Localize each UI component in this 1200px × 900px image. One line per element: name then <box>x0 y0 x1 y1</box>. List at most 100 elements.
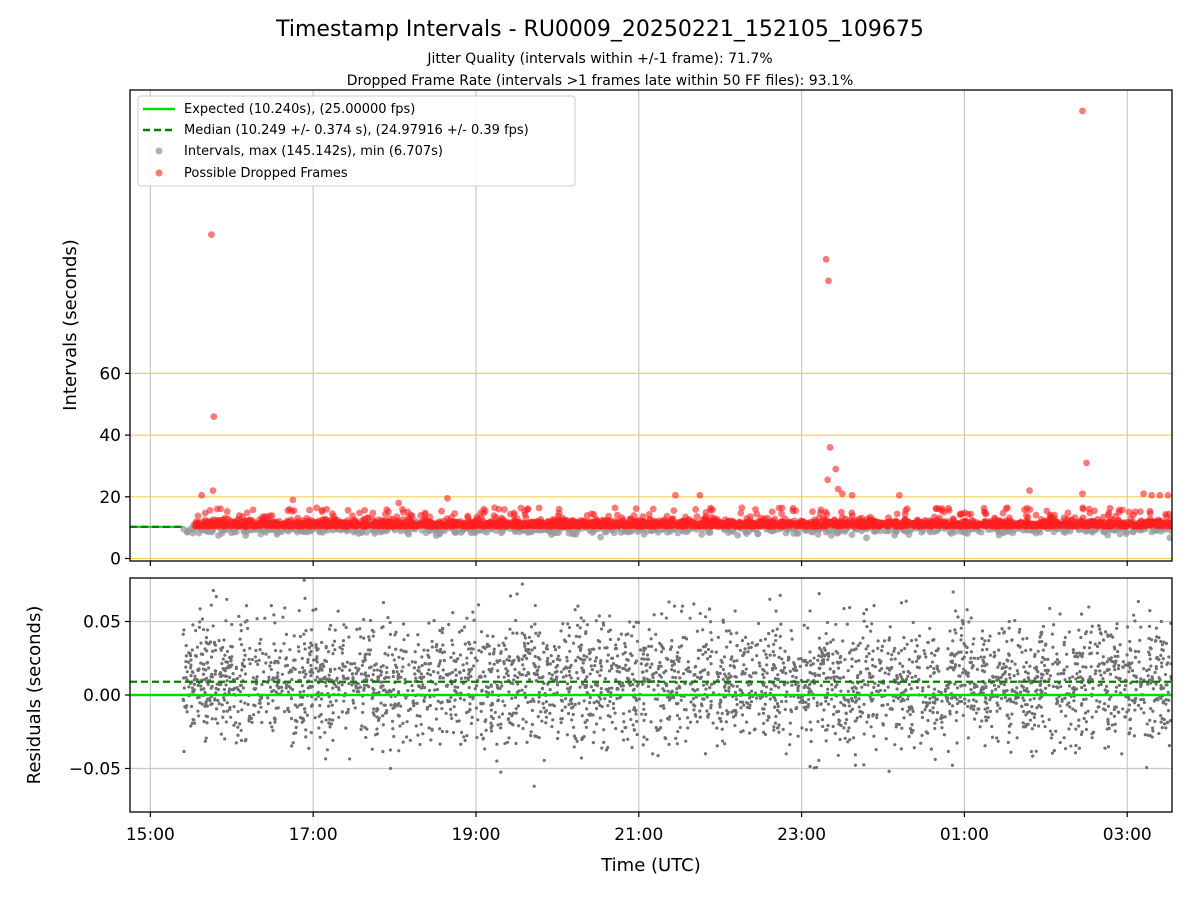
interval-point <box>892 528 900 536</box>
residual-point <box>585 707 589 711</box>
residual-point <box>599 664 604 668</box>
residual-point <box>513 695 518 699</box>
residual-point <box>734 697 739 701</box>
residual-point <box>1053 660 1058 664</box>
residual-point <box>1023 702 1028 707</box>
residual-point <box>201 667 206 671</box>
dropped-frame-point <box>1007 522 1014 529</box>
residual-point <box>371 711 375 715</box>
residual-point <box>866 683 870 687</box>
dropped-frame-point <box>772 522 779 530</box>
residual-point <box>594 707 599 711</box>
residual-point <box>211 588 215 593</box>
residual-point <box>909 639 914 643</box>
residual-point <box>360 663 364 668</box>
residual-point <box>605 659 609 663</box>
residual-point <box>474 706 478 710</box>
intervals-y-tick-label: 40 <box>99 426 121 446</box>
residual-point <box>209 703 213 707</box>
residual-point <box>1069 744 1073 748</box>
residual-point <box>1048 674 1053 678</box>
residual-point <box>890 653 894 657</box>
dropped-frame-point <box>726 520 734 528</box>
residual-point <box>664 616 669 620</box>
residual-point <box>497 643 501 648</box>
intervals-x-ticks <box>149 561 1128 566</box>
residual-point <box>1030 711 1034 716</box>
residual-point <box>1064 714 1068 718</box>
residual-point <box>1134 675 1138 679</box>
residual-point <box>1026 676 1030 680</box>
residual-point <box>372 707 376 711</box>
residual-point <box>786 681 790 685</box>
residual-point <box>649 644 654 649</box>
residual-point <box>820 658 824 663</box>
residual-point <box>289 697 294 701</box>
dropped-frame-point <box>1085 505 1093 513</box>
residual-point <box>577 635 582 639</box>
residual-point <box>740 639 745 643</box>
residual-point <box>796 686 800 690</box>
residual-point <box>724 629 729 633</box>
residual-point <box>238 722 242 726</box>
residual-point <box>463 676 467 680</box>
residual-point <box>398 724 402 728</box>
residual-point <box>1071 707 1075 711</box>
residual-point <box>862 702 866 706</box>
residual-point <box>893 646 897 650</box>
residual-point <box>529 699 533 704</box>
residual-point <box>696 688 700 692</box>
dropped-frame-point <box>517 504 525 512</box>
residual-point <box>567 702 571 707</box>
residual-point <box>935 711 940 715</box>
residual-point <box>376 718 381 723</box>
residual-point <box>307 646 312 650</box>
residuals-points <box>181 578 1172 788</box>
residual-point <box>784 699 788 703</box>
residual-point <box>1024 713 1028 717</box>
residual-point <box>642 657 646 661</box>
residual-point <box>537 690 541 695</box>
residual-point <box>453 698 457 702</box>
residual-point <box>516 682 520 686</box>
interval-point <box>827 532 835 539</box>
residual-point <box>304 672 308 676</box>
residual-point <box>1123 687 1127 692</box>
residual-point <box>870 691 874 695</box>
residual-point <box>930 651 934 655</box>
dropped-frame-point <box>1127 514 1135 522</box>
residual-point <box>1075 651 1079 655</box>
residual-point <box>261 651 265 655</box>
figure-subtitle-dropped: Dropped Frame Rate (intervals >1 frames … <box>347 73 854 89</box>
residual-point <box>1007 716 1011 720</box>
residual-point <box>323 658 327 662</box>
residual-point <box>998 706 1002 711</box>
residual-point <box>889 706 893 711</box>
dropped-frame-point <box>866 513 874 521</box>
residual-point <box>304 728 308 732</box>
residual-point <box>450 716 454 721</box>
dropped-frame-point <box>816 509 824 517</box>
interval-point <box>1129 528 1137 536</box>
residual-point <box>846 689 850 693</box>
residual-point <box>269 604 273 608</box>
residual-point <box>440 706 444 711</box>
dropped-frame-outlier <box>210 413 218 420</box>
residual-point <box>341 674 345 678</box>
residual-point <box>1022 709 1026 714</box>
residual-point <box>783 707 787 712</box>
dropped-frame-point <box>1136 508 1144 515</box>
residual-point <box>394 630 398 634</box>
residual-point <box>955 741 959 745</box>
residual-point <box>1128 639 1132 644</box>
dropped-frame-point <box>261 519 269 527</box>
dropped-frame-point <box>893 510 901 518</box>
residual-point <box>636 682 640 686</box>
residual-point <box>522 667 526 671</box>
residual-point <box>842 726 846 730</box>
residual-point <box>221 715 225 719</box>
residual-point <box>753 727 757 731</box>
residual-point <box>725 712 730 716</box>
residual-point <box>757 712 761 716</box>
residual-point <box>399 675 403 679</box>
